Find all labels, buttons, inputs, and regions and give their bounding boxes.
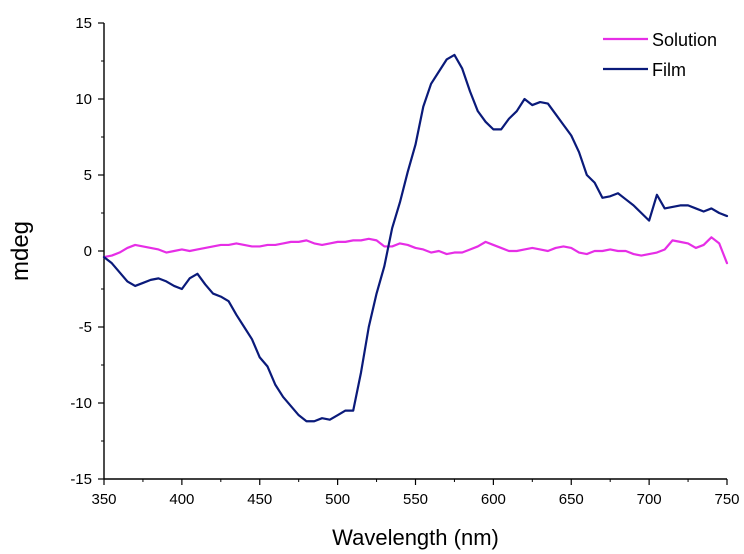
y-tick-label: 0 — [84, 243, 92, 260]
y-tick-label: 5 — [84, 167, 92, 184]
y-axis-label: mdeg — [7, 221, 34, 281]
x-tick-label: 700 — [637, 491, 662, 508]
x-axis-label: Wavelength (nm) — [332, 525, 499, 550]
y-tick-label: -5 — [79, 319, 92, 336]
y-tick-label: -15 — [70, 471, 92, 488]
y-tick-label: 10 — [75, 91, 92, 108]
film-series-line — [102, 53, 729, 423]
x-tick-label: 400 — [169, 491, 194, 508]
series-layer — [102, 53, 729, 423]
y-tick-label: 15 — [75, 15, 92, 32]
x-tick-label: 500 — [325, 491, 350, 508]
x-tick-label: 650 — [559, 491, 584, 508]
film-legend-label: Film — [652, 60, 686, 80]
x-tick-label: 450 — [247, 491, 272, 508]
y-tick-label: -10 — [70, 395, 92, 412]
x-tick-label: 600 — [481, 491, 506, 508]
labels-layer: Wavelength (nm) mdeg — [7, 221, 499, 550]
legend: Solution Film — [603, 30, 717, 80]
solution-series-line — [102, 236, 729, 265]
solution-legend-label: Solution — [652, 30, 717, 50]
x-tick-label: 350 — [91, 491, 116, 508]
axes-layer: 350 400 450 500 550 600 650 700 750 -15 -10 -5 0 5 10 1… — [70, 15, 739, 508]
x-tick-label: 550 — [403, 491, 428, 508]
x-tick-label: 750 — [714, 491, 739, 508]
